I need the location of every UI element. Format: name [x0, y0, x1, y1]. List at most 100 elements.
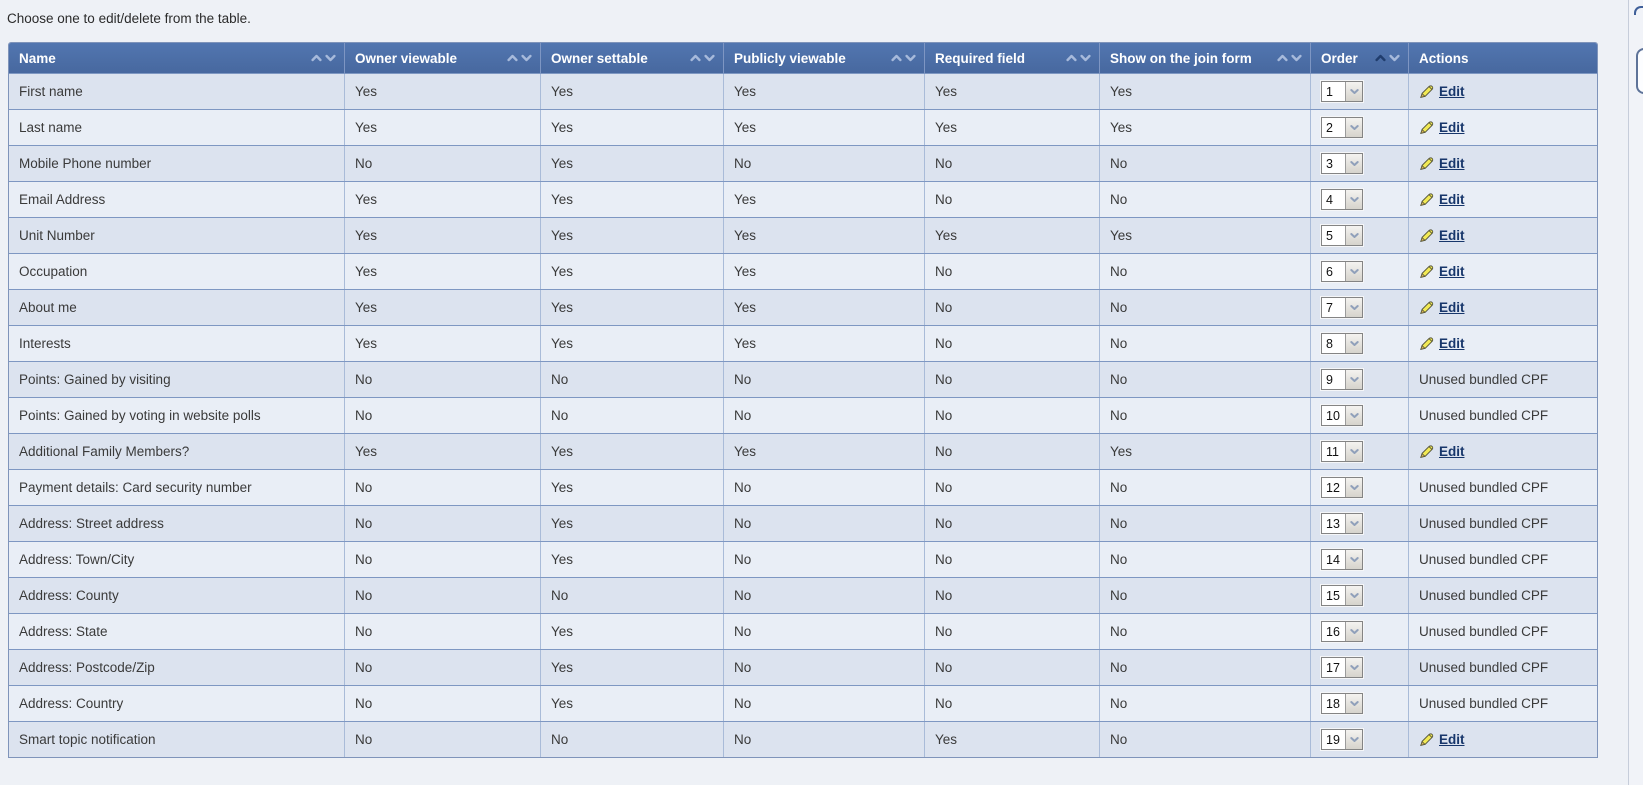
order-select[interactable]: 14: [1321, 549, 1363, 570]
table-body: First name Yes Yes Yes Yes Yes 1 Edit: [9, 73, 1597, 757]
cell-publicly-viewable: No: [724, 146, 925, 181]
cell-join-form: No: [1100, 362, 1311, 397]
chevron-down-icon: [1345, 226, 1362, 245]
column-header-label: Publicly viewable: [734, 50, 846, 66]
chevron-down-icon: [1345, 82, 1362, 101]
column-header-owner-settable[interactable]: Owner settable: [541, 43, 724, 73]
order-select[interactable]: 2: [1321, 117, 1363, 138]
sort-controls[interactable]: [311, 54, 336, 62]
order-select[interactable]: 6: [1321, 261, 1363, 282]
sort-controls[interactable]: [1375, 54, 1400, 62]
cell-name: Points: Gained by voting in website poll…: [9, 398, 345, 433]
sort-controls[interactable]: [690, 54, 715, 62]
column-header-order[interactable]: Order: [1311, 43, 1409, 73]
cell-owner-viewable: No: [345, 722, 541, 757]
chevron-down-icon: [1345, 658, 1362, 677]
column-header-actions[interactable]: Actions: [1409, 43, 1597, 73]
column-header-publicly-viewable[interactable]: Publicly viewable: [724, 43, 925, 73]
edit-link[interactable]: Edit: [1419, 264, 1465, 279]
cell-name: Last name: [9, 110, 345, 145]
edit-link[interactable]: Edit: [1419, 156, 1465, 171]
cell-owner-settable: No: [541, 398, 724, 433]
sort-controls[interactable]: [1277, 54, 1302, 62]
chevron-down-icon: [1345, 622, 1362, 641]
cell-publicly-viewable: No: [724, 362, 925, 397]
cell-owner-settable: Yes: [541, 614, 724, 649]
order-select[interactable]: 17: [1321, 657, 1363, 678]
chevron-down-icon: [1345, 442, 1362, 461]
cell-owner-settable: Yes: [541, 218, 724, 253]
order-select[interactable]: 9: [1321, 369, 1363, 390]
chevron-down-icon: [1345, 406, 1362, 425]
sort-controls[interactable]: [891, 54, 916, 62]
order-select[interactable]: 13: [1321, 513, 1363, 534]
cell-required-field: Yes: [925, 722, 1100, 757]
cell-owner-settable: Yes: [541, 686, 724, 721]
cell-owner-viewable: Yes: [345, 254, 541, 289]
cell-owner-settable: No: [541, 722, 724, 757]
cell-order: 11: [1311, 434, 1409, 469]
table-row: Last name Yes Yes Yes Yes Yes 2 Edit: [9, 109, 1597, 145]
vertical-scroll-strip[interactable]: [1628, 0, 1643, 785]
cell-join-form: Yes: [1100, 110, 1311, 145]
edit-link[interactable]: Edit: [1419, 444, 1465, 459]
cell-name: About me: [9, 290, 345, 325]
sort-descending-icon: [1080, 54, 1091, 62]
order-select[interactable]: 16: [1321, 621, 1363, 642]
order-select[interactable]: 15: [1321, 585, 1363, 606]
sort-ascending-icon: [690, 54, 701, 62]
cell-name: Address: Postcode/Zip: [9, 650, 345, 685]
cell-actions: Edit: [1409, 434, 1597, 469]
column-header-required-field[interactable]: Required field: [925, 43, 1100, 73]
cell-owner-viewable: Yes: [345, 290, 541, 325]
cell-name: Additional Family Members?: [9, 434, 345, 469]
cell-join-form: No: [1100, 542, 1311, 577]
sort-descending-icon: [325, 54, 336, 62]
table-row: Points: Gained by visiting No No No No N…: [9, 361, 1597, 397]
order-select[interactable]: 1: [1321, 81, 1363, 102]
order-select[interactable]: 12: [1321, 477, 1363, 498]
cell-actions: Edit: [1409, 74, 1597, 109]
cell-order: 16: [1311, 614, 1409, 649]
order-select[interactable]: 10: [1321, 405, 1363, 426]
cell-owner-viewable: No: [345, 470, 541, 505]
cell-required-field: No: [925, 326, 1100, 361]
column-header-owner-viewable[interactable]: Owner viewable: [345, 43, 541, 73]
unused-cpf-label: Unused bundled CPF: [1419, 624, 1549, 639]
column-header-name[interactable]: Name: [9, 43, 345, 73]
cell-required-field: Yes: [925, 74, 1100, 109]
sort-controls[interactable]: [1066, 54, 1091, 62]
edit-link[interactable]: Edit: [1419, 300, 1465, 315]
order-select[interactable]: 5: [1321, 225, 1363, 246]
order-select[interactable]: 19: [1321, 729, 1363, 750]
cell-owner-viewable: No: [345, 398, 541, 433]
offscreen-button[interactable]: [1636, 48, 1643, 94]
order-select[interactable]: 4: [1321, 189, 1363, 210]
column-header-show-on-the-join-form[interactable]: Show on the join form: [1100, 43, 1311, 73]
cell-required-field: No: [925, 434, 1100, 469]
order-select[interactable]: 8: [1321, 333, 1363, 354]
edit-link[interactable]: Edit: [1419, 336, 1465, 351]
sort-descending-icon: [704, 54, 715, 62]
cell-owner-settable: Yes: [541, 290, 724, 325]
cell-publicly-viewable: No: [724, 470, 925, 505]
edit-link[interactable]: Edit: [1419, 120, 1465, 135]
cell-publicly-viewable: Yes: [724, 74, 925, 109]
edit-link[interactable]: Edit: [1419, 228, 1465, 243]
order-select[interactable]: 7: [1321, 297, 1363, 318]
order-select[interactable]: 11: [1321, 441, 1363, 462]
cell-order: 6: [1311, 254, 1409, 289]
order-select-value: 2: [1322, 118, 1345, 137]
edit-link[interactable]: Edit: [1419, 84, 1465, 99]
order-select-value: 19: [1322, 730, 1345, 749]
table-row: Interests Yes Yes Yes No No 8 Edit: [9, 325, 1597, 361]
order-select[interactable]: 3: [1321, 153, 1363, 174]
cell-owner-settable: Yes: [541, 146, 724, 181]
edit-link[interactable]: Edit: [1419, 732, 1465, 747]
order-select[interactable]: 18: [1321, 693, 1363, 714]
cell-owner-viewable: No: [345, 362, 541, 397]
cell-publicly-viewable: Yes: [724, 110, 925, 145]
order-select-value: 8: [1322, 334, 1345, 353]
sort-controls[interactable]: [507, 54, 532, 62]
edit-link[interactable]: Edit: [1419, 192, 1465, 207]
